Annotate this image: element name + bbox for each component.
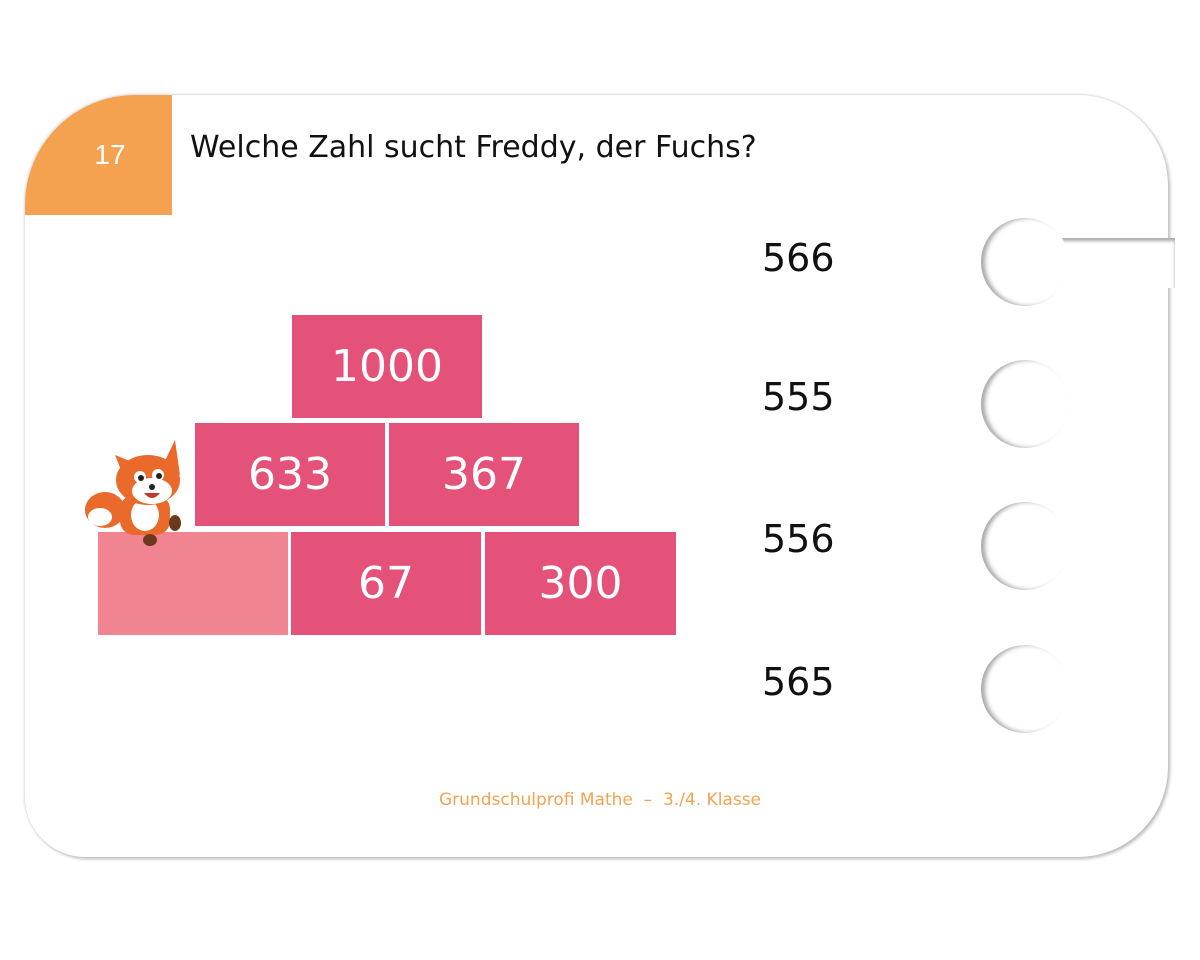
answer-hole[interactable] [981, 218, 1069, 306]
fox [85, 440, 181, 546]
answer-option[interactable]: 556 [762, 517, 835, 561]
question: Welche Zahl sucht Freddy, der Fuchs? [190, 130, 757, 165]
pyramid-block: 367 [389, 423, 579, 526]
pyramid-block: 1000 [292, 315, 482, 418]
footer: Grundschulprofi Mathe – 3./4. Klasse [438, 790, 762, 810]
answer-option[interactable]: 555 [762, 375, 835, 419]
pyramid-block: 67 [291, 532, 481, 635]
pyramid-block: 300 [485, 532, 676, 635]
answer-hole[interactable] [981, 360, 1069, 448]
answer-option[interactable]: 565 [762, 660, 835, 704]
answer-option[interactable]: 566 [762, 236, 835, 280]
answer-hole[interactable] [981, 645, 1069, 733]
card-number: 17 [94, 139, 126, 170]
missing-block [98, 532, 288, 635]
pyramid-block: 633 [195, 423, 385, 526]
answer-hole[interactable] [981, 502, 1069, 590]
